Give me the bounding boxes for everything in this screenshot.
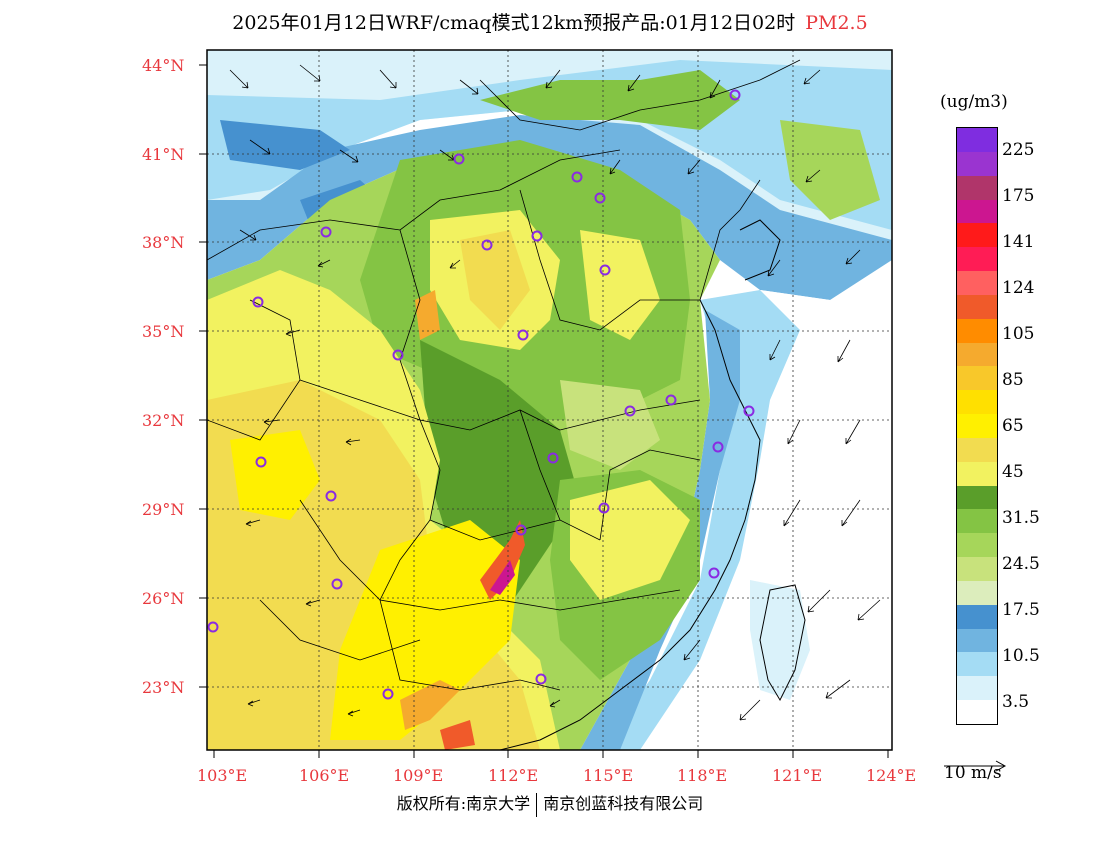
province-boundaries: [207, 59, 801, 691]
legend-level: 175: [1002, 186, 1035, 206]
legend-level: 105: [1002, 324, 1035, 344]
legend-swatch: [957, 461, 997, 487]
legend-swatch: [957, 509, 997, 534]
color-legend: [956, 127, 998, 725]
legend-swatch: [957, 533, 997, 558]
legend-swatch: [957, 604, 997, 630]
map-frame: [206, 49, 893, 751]
legend-swatch: [957, 271, 997, 296]
footer-separator: [536, 792, 538, 817]
legend-swatch: [957, 199, 997, 224]
legend-swatch: [957, 652, 997, 677]
lat-label: 38°N: [142, 233, 185, 252]
legend-level: 17.5: [1002, 600, 1040, 620]
legend-level: 10.5: [1002, 646, 1040, 666]
legend-swatch: [957, 294, 997, 320]
legend-swatch: [957, 247, 997, 272]
legend-swatch: [957, 318, 997, 344]
coastline: [499, 219, 806, 750]
legend-swatch: [957, 390, 997, 415]
lat-label: 23°N: [142, 678, 185, 697]
legend-swatch: [957, 676, 997, 701]
lon-label: 124°E: [866, 766, 917, 785]
lat-label: 35°N: [142, 322, 185, 341]
legend-swatch: [957, 175, 997, 200]
legend-level: 85: [1002, 370, 1024, 390]
concentration-field: [207, 50, 892, 750]
title-text: 2025年01月12日WRF/cmaq模式12km预报产品:01月12日02时: [232, 12, 796, 34]
lon-label: 106°E: [299, 766, 350, 785]
lat-label: 44°N: [142, 56, 185, 75]
lat-label: 29°N: [142, 500, 185, 519]
lat-label: 41°N: [142, 145, 185, 164]
lon-label: 118°E: [677, 766, 728, 785]
copyright-left: 版权所有:南京大学: [396, 794, 531, 813]
legend-level: 141: [1002, 232, 1035, 252]
copyright-footer: 版权所有:南京大学 南京创蓝科技有限公司: [0, 790, 1100, 817]
lon-label: 121°E: [772, 766, 823, 785]
graticule: [207, 50, 892, 750]
wind-vectors: [229, 64, 881, 721]
legend-level: 225: [1002, 140, 1035, 160]
legend-swatch: [957, 151, 997, 177]
legend-swatch: [957, 128, 997, 153]
wind-reference-arrow: [944, 760, 1007, 772]
map-title: 2025年01月12日WRF/cmaq模式12km预报产品:01月12日02时 P…: [0, 8, 1100, 35]
legend-swatch: [957, 580, 997, 606]
lon-label: 112°E: [488, 766, 539, 785]
axis-ticks: [199, 64, 889, 758]
legend-swatch: [957, 628, 997, 653]
legend-swatch: [957, 223, 997, 248]
city-markers: [207, 89, 755, 700]
legend-swatch: [957, 366, 997, 391]
legend-swatch: [957, 700, 997, 725]
legend-level: 65: [1002, 416, 1024, 436]
legend-level: 124: [1002, 278, 1035, 298]
lon-label: 115°E: [583, 766, 634, 785]
copyright-right: 南京创蓝科技有限公司: [543, 794, 704, 813]
legend-swatch: [957, 342, 997, 367]
legend-level: 3.5: [1002, 692, 1030, 712]
lat-label: 32°N: [142, 411, 185, 430]
legend-swatch: [957, 557, 997, 582]
wind-reference-label: 10 m/s: [944, 763, 1002, 783]
legend-level: 45: [1002, 462, 1024, 482]
lon-label: 103°E: [197, 766, 248, 785]
legend-swatch: [957, 414, 997, 439]
legend-swatch: [957, 485, 997, 510]
legend-swatch: [957, 437, 997, 463]
lat-label: 26°N: [142, 589, 185, 608]
legend-level: 24.5: [1002, 554, 1040, 574]
pollutant-label: PM2.5: [805, 12, 868, 34]
legend-level: 31.5: [1002, 508, 1040, 528]
lon-label: 109°E: [393, 766, 444, 785]
legend-unit: (ug/m3): [940, 92, 1008, 112]
